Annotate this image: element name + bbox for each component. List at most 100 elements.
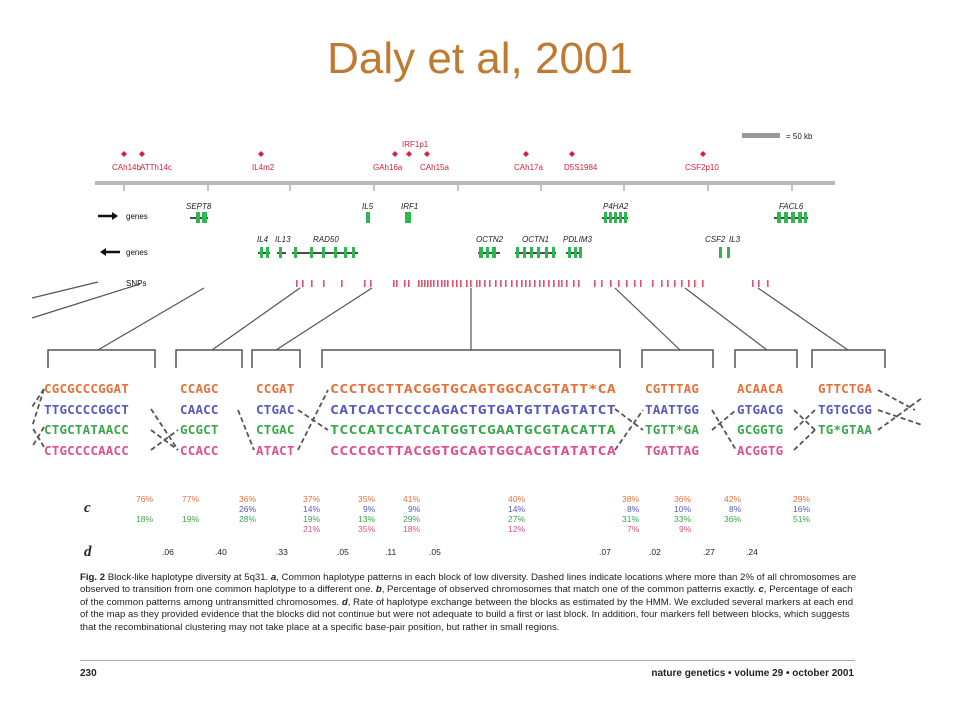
svg-text:35%: 35% xyxy=(358,524,375,534)
gene-label: IL13 xyxy=(275,235,291,244)
snp-ticks xyxy=(296,280,769,287)
snp-tick xyxy=(456,280,458,287)
snp-tick xyxy=(516,280,518,287)
snp-tick xyxy=(539,280,541,287)
snp-tick xyxy=(479,280,481,287)
caption-c-text: , Percentage of each of the common patte… xyxy=(80,584,853,608)
haplotype-seq: GCGGTG xyxy=(737,422,783,437)
page-number: 230 xyxy=(80,668,97,679)
svg-text:19%: 19% xyxy=(182,514,199,524)
snp-tick xyxy=(694,280,696,287)
marker-diamond xyxy=(700,151,706,157)
snp-tick xyxy=(521,280,523,287)
snp-tick xyxy=(489,280,491,287)
snp-tick xyxy=(341,280,343,287)
svg-text:37%: 37% xyxy=(303,494,320,504)
svg-text:35%: 35% xyxy=(358,494,375,504)
snp-tick xyxy=(626,280,628,287)
pct-col-5: 35% 9% 13% 35% xyxy=(358,494,376,534)
svg-text:33%: 33% xyxy=(674,514,691,524)
snp-tick xyxy=(548,280,550,287)
forward-genes-track: genes SEPT8 IL5 IRF1 P4HA2 FACL6 xyxy=(98,202,808,223)
track-label: SNPs xyxy=(126,279,146,288)
snp-tick xyxy=(470,280,472,287)
svg-text:36%: 36% xyxy=(724,514,741,524)
svg-text:8%: 8% xyxy=(729,504,742,514)
snp-track: SNPs xyxy=(126,279,769,288)
snp-tick xyxy=(578,280,580,287)
caption-b-text: , Percentage of observed chromosomes tha… xyxy=(381,584,756,596)
snp-tick xyxy=(476,280,478,287)
rate-value: .02 xyxy=(649,547,661,557)
snp-tick xyxy=(296,280,298,287)
snp-tick xyxy=(525,280,527,287)
pct-col-11: 29% 16% 51% xyxy=(793,494,810,524)
snp-tick xyxy=(433,280,435,287)
marker-diamond xyxy=(392,151,398,157)
snp-tick xyxy=(661,280,663,287)
svg-text:13%: 13% xyxy=(358,514,375,524)
rate-value: .11 xyxy=(385,547,396,557)
snp-tick xyxy=(421,280,423,287)
marker-diamond xyxy=(523,151,529,157)
svg-text:12%: 12% xyxy=(508,524,525,534)
snp-tick xyxy=(427,280,429,287)
figure-caption: Fig. 2 Block-like haplotype diversity at… xyxy=(80,572,860,634)
snp-tick xyxy=(495,280,497,287)
svg-text:29%: 29% xyxy=(403,514,420,524)
haplotype-seq: CCAGC xyxy=(180,381,219,396)
svg-text:14%: 14% xyxy=(508,504,525,514)
snp-tick xyxy=(511,280,513,287)
svg-text:36%: 36% xyxy=(239,494,256,504)
haplotype-seq: GCGCT xyxy=(180,422,219,437)
snp-tick xyxy=(767,280,769,287)
block-3: CCGAT CTGAC CTGAC ATACT xyxy=(256,381,295,458)
haplotype-seq: CCACC xyxy=(180,443,219,458)
haplotype-seq: TAATTGG xyxy=(645,402,699,417)
rate-value: .05 xyxy=(337,547,349,557)
svg-text:10%: 10% xyxy=(674,504,691,514)
pct-col-2: 77% 19% xyxy=(182,494,199,524)
marker-label: CSF2p10 xyxy=(685,163,719,172)
haplotype-seq: CCGAT xyxy=(256,381,295,396)
marker-label: GAh16a xyxy=(373,163,403,172)
svg-text:28%: 28% xyxy=(239,514,256,524)
snp-tick xyxy=(674,280,676,287)
gene-label: IRF1 xyxy=(401,202,418,211)
haplotype-seq: ACGGTG xyxy=(737,443,783,458)
haplotype-seq: TG*GTAA xyxy=(818,422,872,437)
marker-label: CAh15a xyxy=(420,163,449,172)
svg-text:26%: 26% xyxy=(239,504,256,514)
snp-tick xyxy=(573,280,575,287)
marker-diamond xyxy=(569,151,575,157)
snp-tick xyxy=(702,280,704,287)
haplotype-seq: TGATTAG xyxy=(645,443,699,458)
haplotype-seq: ACAACA xyxy=(737,381,784,396)
rate-value: .07 xyxy=(599,547,611,557)
snp-tick xyxy=(758,280,760,287)
snp-tick xyxy=(566,280,568,287)
rate-value: .05 xyxy=(429,547,441,557)
snp-tick xyxy=(444,280,446,287)
gene-label: RAD50 xyxy=(313,235,339,244)
pct-col-1: 76% 18% xyxy=(136,494,153,524)
rate-value: .33 xyxy=(276,547,288,557)
haplotype-figure: = 50 kb CAh14b ATTh14c IL4m2 IRF1p1 GAh1… xyxy=(31,132,923,560)
svg-text:8%: 8% xyxy=(627,504,640,514)
svg-text:36%: 36% xyxy=(674,494,691,504)
gene-label: CSF2 xyxy=(705,235,726,244)
rate-value: .40 xyxy=(215,547,227,557)
snp-tick xyxy=(500,280,502,287)
haplotype-seq: GTTCTGA xyxy=(818,381,872,396)
marker-label: CAh17a xyxy=(514,163,543,172)
svg-text:42%: 42% xyxy=(724,494,741,504)
snp-tick xyxy=(561,280,563,287)
connector-lines xyxy=(31,281,849,351)
snp-tick xyxy=(529,280,531,287)
svg-text:31%: 31% xyxy=(622,514,639,524)
svg-text:21%: 21% xyxy=(303,524,320,534)
haplotype-seq: CCCTGCTTACGGTGCAGTGGCACGTATT*CA xyxy=(330,381,616,396)
gene-label: IL3 xyxy=(729,235,741,244)
snp-tick xyxy=(752,280,754,287)
scale-bar xyxy=(742,133,780,138)
